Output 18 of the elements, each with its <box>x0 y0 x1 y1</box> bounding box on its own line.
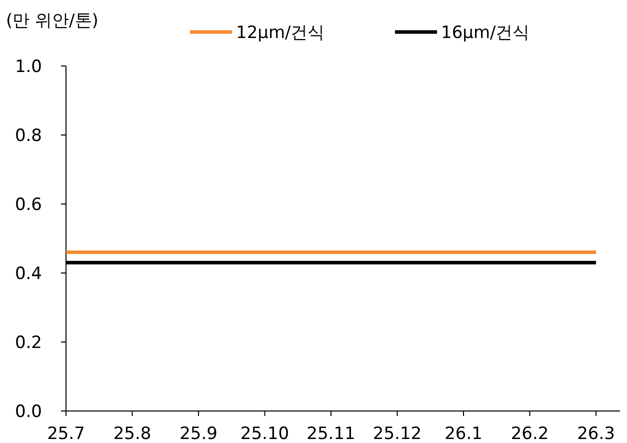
x-tick-label: 26.2 <box>510 424 549 443</box>
x-tick-label: 26.3 <box>577 424 615 443</box>
x-tick-label: 25.9 <box>180 424 218 443</box>
y-tick-label: 0.2 <box>14 333 42 353</box>
x-tick-label: 26.1 <box>444 424 482 443</box>
y-tick-label: 0.4 <box>14 264 42 284</box>
x-tick-label: 25.7 <box>47 424 85 443</box>
x-tick-label: 25.10 <box>240 424 290 443</box>
y-tick-label: 0.8 <box>14 126 42 146</box>
y-axis-title: (만 위안/톤) <box>6 11 98 31</box>
x-tick-label: 25.12 <box>372 424 422 443</box>
x-tick-label: 25.8 <box>113 424 152 443</box>
y-tick-label: 1.0 <box>14 57 42 77</box>
y-tick-label: 0.6 <box>14 195 42 215</box>
legend-label: 16µm/건식 <box>441 23 530 43</box>
legend-label: 12µm/건식 <box>236 23 325 43</box>
x-tick-label: 25.11 <box>306 424 356 443</box>
y-tick-label: 0.0 <box>14 402 42 422</box>
